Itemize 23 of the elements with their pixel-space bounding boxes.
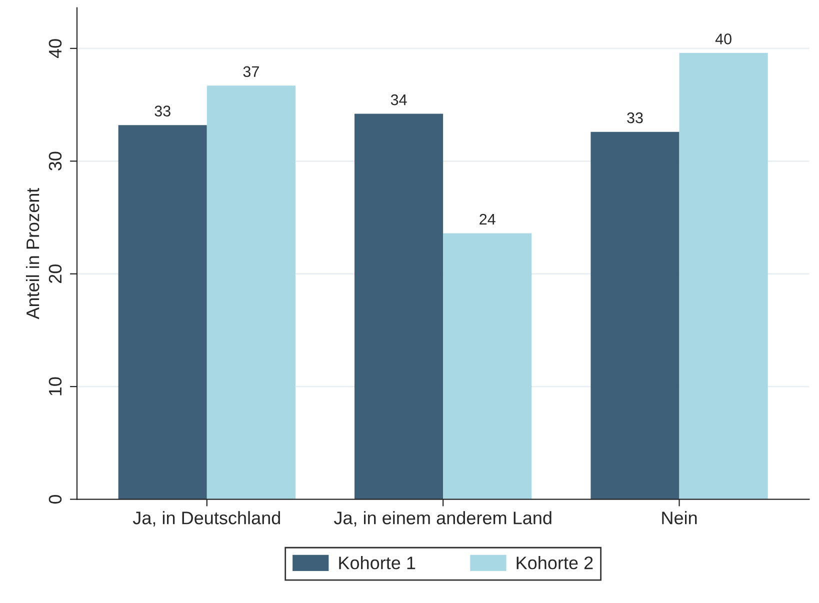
data-label: 40 [715, 34, 732, 44]
legend-label: Kohorte 2 [516, 556, 593, 570]
data-label: 33 [154, 106, 170, 116]
y-tick-label: 40 [48, 39, 62, 58]
y-tick-label: 10 [48, 377, 62, 396]
x-tick-label: Ja, in Deutschland [132, 511, 280, 526]
data-label: 34 [390, 94, 407, 106]
data-label: 37 [243, 66, 259, 78]
y-tick-label: 30 [48, 152, 62, 170]
y-tick-label: 20 [48, 264, 62, 283]
x-tick-label: Ja, in einem anderem Land [334, 511, 552, 526]
legend-label: Kohorte 1 [339, 556, 416, 570]
bar [590, 132, 680, 500]
data-label: 24 [480, 214, 496, 225]
bar [679, 52, 768, 500]
bar [443, 233, 532, 500]
bar [354, 114, 444, 500]
bar [206, 86, 296, 500]
y-axis-title: Anteil in Prozent [26, 188, 40, 320]
y-tick-label: 0 [48, 494, 62, 504]
bar [118, 125, 207, 500]
data-label: 33 [627, 112, 643, 124]
x-tick-label: Nein [662, 511, 697, 524]
